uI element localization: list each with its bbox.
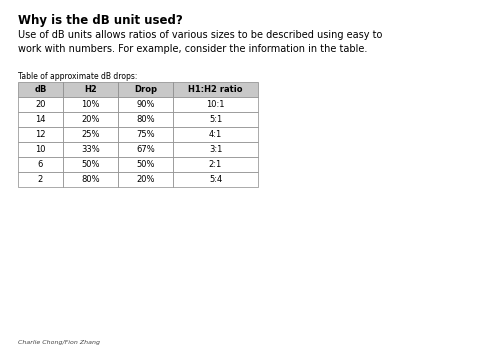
Text: 67%: 67% [136, 145, 155, 154]
Text: 6: 6 [38, 160, 43, 169]
Bar [118, 82, 173, 97]
Text: 20%: 20% [136, 175, 155, 184]
Text: 5:4: 5:4 [209, 175, 222, 184]
Bar [63, 142, 118, 157]
Bar [63, 82, 118, 97]
Text: 10:1: 10:1 [206, 100, 225, 109]
Text: Table of approximate dB drops:: Table of approximate dB drops: [18, 72, 138, 81]
Text: 25%: 25% [81, 130, 100, 139]
Bar [18, 172, 63, 187]
Bar [118, 127, 173, 142]
Text: 75%: 75% [136, 130, 155, 139]
Bar [173, 172, 258, 187]
Bar [18, 127, 63, 142]
Bar [173, 82, 258, 97]
Bar [63, 157, 118, 172]
Bar [18, 157, 63, 172]
Text: 3:1: 3:1 [209, 145, 222, 154]
Text: 2:1: 2:1 [209, 160, 222, 169]
Bar [118, 157, 173, 172]
Text: Charlie Chong/Fion Zhang: Charlie Chong/Fion Zhang [18, 340, 100, 345]
Bar [18, 97, 63, 112]
Text: 20%: 20% [81, 115, 100, 124]
Text: Use of dB units allows ratios of various sizes to be described using easy to
wor: Use of dB units allows ratios of various… [18, 30, 382, 54]
Bar [173, 97, 258, 112]
Bar [63, 112, 118, 127]
Bar [173, 142, 258, 157]
Text: Drop: Drop [134, 85, 157, 94]
Text: dB: dB [34, 85, 46, 94]
Bar [18, 142, 63, 157]
Bar [173, 127, 258, 142]
Bar [63, 97, 118, 112]
Bar [118, 112, 173, 127]
Text: 5:1: 5:1 [209, 115, 222, 124]
Text: 10: 10 [35, 145, 46, 154]
Text: 14: 14 [35, 115, 46, 124]
Bar [118, 97, 173, 112]
Bar [18, 112, 63, 127]
Text: 80%: 80% [136, 115, 155, 124]
Bar [173, 157, 258, 172]
Text: H2: H2 [84, 85, 97, 94]
Text: 4:1: 4:1 [209, 130, 222, 139]
Bar [63, 127, 118, 142]
Text: 2: 2 [38, 175, 43, 184]
Text: 10%: 10% [81, 100, 100, 109]
Bar [118, 172, 173, 187]
Bar [63, 172, 118, 187]
Text: 90%: 90% [136, 100, 155, 109]
Text: H1:H2 ratio: H1:H2 ratio [188, 85, 243, 94]
Text: 33%: 33% [81, 145, 100, 154]
Bar [173, 112, 258, 127]
Text: 80%: 80% [81, 175, 100, 184]
Text: 50%: 50% [136, 160, 155, 169]
Text: Why is the dB unit used?: Why is the dB unit used? [18, 14, 183, 27]
Text: 12: 12 [35, 130, 46, 139]
Text: 50%: 50% [81, 160, 100, 169]
Bar [18, 82, 63, 97]
Text: 20: 20 [35, 100, 46, 109]
Bar [118, 142, 173, 157]
